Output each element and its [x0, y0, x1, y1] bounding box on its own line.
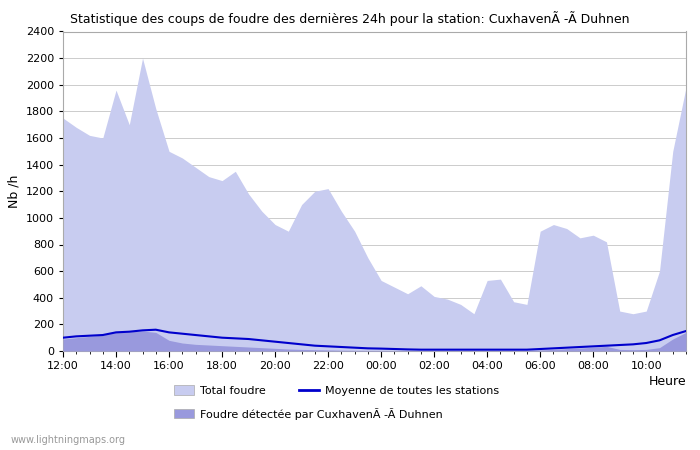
Text: www.lightningmaps.org: www.lightningmaps.org [10, 435, 125, 445]
Text: Statistique des coups de foudre des dernières 24h pour la station: CuxhavenÃ -Ã : Statistique des coups de foudre des dern… [70, 11, 630, 26]
Text: Heure: Heure [648, 375, 686, 388]
Y-axis label: Nb /h: Nb /h [7, 175, 20, 208]
Legend: Foudre détectée par CuxhavenÃ -Ã Duhnen: Foudre détectée par CuxhavenÃ -Ã Duhnen [174, 408, 443, 419]
